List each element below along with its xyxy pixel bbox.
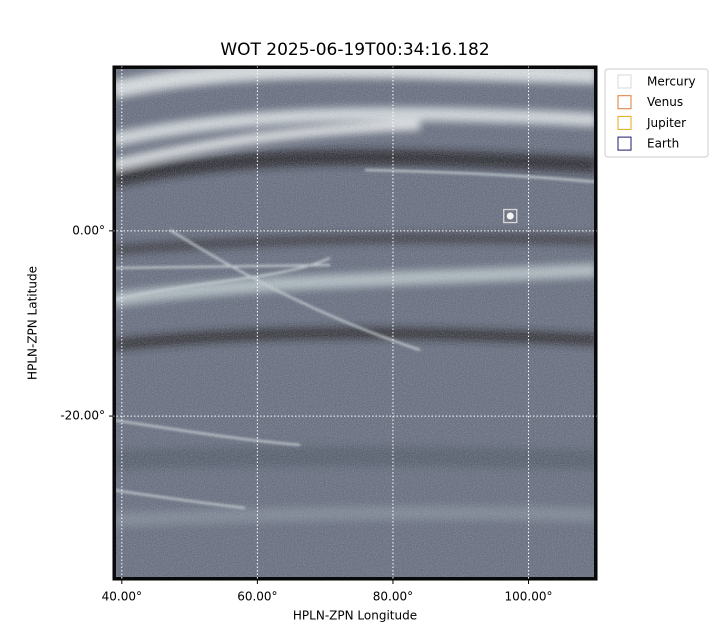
markers [503,208,518,224]
x-tick-label: 80.00° [373,590,413,604]
legend-label: Mercury [647,75,696,89]
object-dot [506,212,514,220]
legend-frame [604,68,709,158]
legend-label: Venus [647,95,683,109]
y-tick-label: 0.00° [72,223,105,237]
legend: Mercury Venus Jupiter Earth [604,68,709,158]
image [113,66,597,580]
object-marker [503,208,518,224]
y-tick-label: -20.00° [60,409,105,423]
x-tick-label: 40.00° [102,590,142,604]
legend-label: Jupiter [646,116,686,130]
legend-swatch [617,74,632,89]
x-tick-label: 60.00° [237,590,277,604]
legend-label: Earth [647,137,679,151]
legend-swatch [617,95,632,110]
x-axis-label: HPLN-ZPN Longitude [293,609,417,623]
plot-frame [112,65,598,581]
grid: 40.00° 60.00° 80.00° 100.00° 0.00° -20.00° [60,66,597,604]
y-axis-label: HPLN-ZPN Latitude [26,266,40,380]
x-tick-label: 100.00° [505,590,553,604]
legend-swatch [617,115,632,130]
chart-title: WOT 2025-06-19T00:34:16.182 [220,40,489,60]
legend-swatch [617,136,632,151]
